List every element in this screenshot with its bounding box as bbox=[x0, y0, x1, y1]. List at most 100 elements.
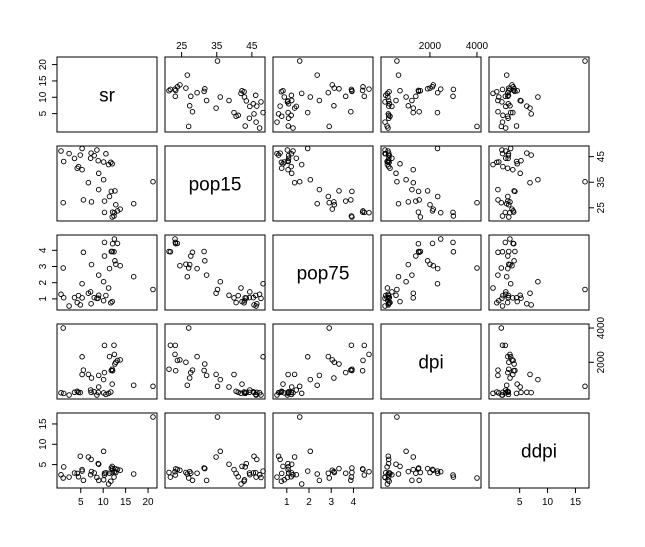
data-point bbox=[500, 163, 506, 170]
data-point bbox=[239, 463, 245, 470]
panel-frame bbox=[380, 56, 482, 133]
data-point bbox=[241, 389, 247, 395]
panel-pop15-vs-pop15: pop15 bbox=[164, 145, 266, 222]
tick-label: 2000 bbox=[419, 41, 442, 52]
data-point bbox=[437, 209, 444, 216]
data-point bbox=[349, 367, 355, 374]
data-point bbox=[113, 201, 119, 208]
data-point bbox=[285, 98, 291, 104]
data-point bbox=[416, 249, 422, 256]
data-point bbox=[510, 166, 516, 173]
data-point bbox=[518, 157, 524, 164]
data-point bbox=[251, 111, 257, 117]
data-point bbox=[385, 460, 392, 467]
data-point bbox=[250, 294, 257, 301]
data-point bbox=[241, 300, 247, 306]
data-point bbox=[256, 472, 263, 478]
data-point bbox=[386, 155, 392, 162]
panel-pop15-vs-sr bbox=[56, 145, 158, 222]
data-point bbox=[130, 200, 137, 207]
data-point bbox=[109, 366, 115, 372]
data-point bbox=[386, 470, 393, 476]
data-point bbox=[288, 461, 295, 467]
data-point bbox=[403, 94, 409, 100]
data-point bbox=[505, 101, 512, 107]
data-point bbox=[410, 290, 417, 296]
data-point bbox=[427, 261, 433, 267]
data-point bbox=[109, 240, 116, 247]
data-point bbox=[415, 248, 422, 255]
data-point bbox=[314, 200, 320, 207]
data-point bbox=[524, 150, 530, 156]
data-point bbox=[535, 176, 541, 183]
data-point bbox=[405, 468, 412, 475]
data-point bbox=[233, 299, 239, 306]
data-point bbox=[172, 93, 179, 100]
data-point bbox=[394, 58, 400, 64]
tick-label: 20 bbox=[143, 497, 155, 508]
data-point bbox=[58, 291, 64, 298]
data-point bbox=[95, 372, 102, 379]
data-point bbox=[278, 389, 285, 395]
data-point bbox=[103, 469, 109, 476]
data-point bbox=[507, 280, 514, 287]
data-point bbox=[100, 297, 107, 304]
data-point bbox=[79, 371, 85, 378]
data-point bbox=[415, 465, 422, 471]
data-point bbox=[111, 249, 117, 255]
panel-frame bbox=[56, 323, 158, 400]
data-point bbox=[296, 178, 303, 185]
data-point bbox=[194, 470, 200, 476]
data-point bbox=[348, 474, 355, 480]
data-point bbox=[239, 381, 245, 387]
data-point bbox=[518, 295, 524, 301]
data-point bbox=[514, 161, 520, 167]
data-point bbox=[361, 93, 368, 100]
data-point bbox=[130, 273, 137, 280]
data-point bbox=[183, 85, 189, 91]
data-point bbox=[582, 286, 588, 293]
panel-ddpi-vs-dpi bbox=[380, 412, 482, 489]
data-point bbox=[108, 248, 115, 255]
data-point bbox=[498, 325, 505, 331]
data-point bbox=[410, 179, 417, 186]
data-point bbox=[58, 148, 64, 154]
data-point bbox=[499, 150, 506, 157]
data-point bbox=[474, 475, 480, 481]
data-point bbox=[360, 357, 366, 364]
data-point bbox=[274, 119, 280, 125]
data-point bbox=[427, 469, 433, 476]
data-point bbox=[275, 111, 282, 117]
data-point bbox=[326, 475, 332, 481]
data-point bbox=[415, 209, 422, 215]
data-point bbox=[395, 273, 402, 280]
data-point bbox=[241, 478, 247, 484]
variable-label-ddpi: ddpi bbox=[521, 442, 557, 463]
data-point bbox=[499, 249, 506, 255]
data-point bbox=[108, 478, 114, 484]
data-point bbox=[424, 86, 431, 92]
data-point bbox=[397, 161, 403, 167]
data-point bbox=[71, 389, 78, 396]
data-point bbox=[285, 123, 292, 129]
data-point bbox=[250, 389, 257, 395]
data-point bbox=[100, 477, 107, 483]
data-point bbox=[95, 170, 102, 177]
data-point bbox=[348, 213, 355, 219]
data-point bbox=[184, 72, 191, 78]
data-point bbox=[214, 414, 221, 420]
data-point bbox=[260, 280, 266, 287]
data-point bbox=[150, 178, 156, 185]
y-axis-sr: 5 10 15 20 bbox=[38, 59, 58, 116]
data-point bbox=[507, 199, 513, 205]
data-point bbox=[296, 414, 303, 420]
data-point bbox=[288, 151, 295, 157]
data-point bbox=[325, 89, 332, 96]
data-point bbox=[103, 151, 109, 157]
data-point bbox=[112, 258, 118, 264]
data-point bbox=[325, 353, 332, 360]
data-point bbox=[150, 414, 156, 420]
data-point bbox=[342, 93, 349, 100]
data-point bbox=[254, 300, 260, 307]
data-point bbox=[188, 93, 194, 100]
